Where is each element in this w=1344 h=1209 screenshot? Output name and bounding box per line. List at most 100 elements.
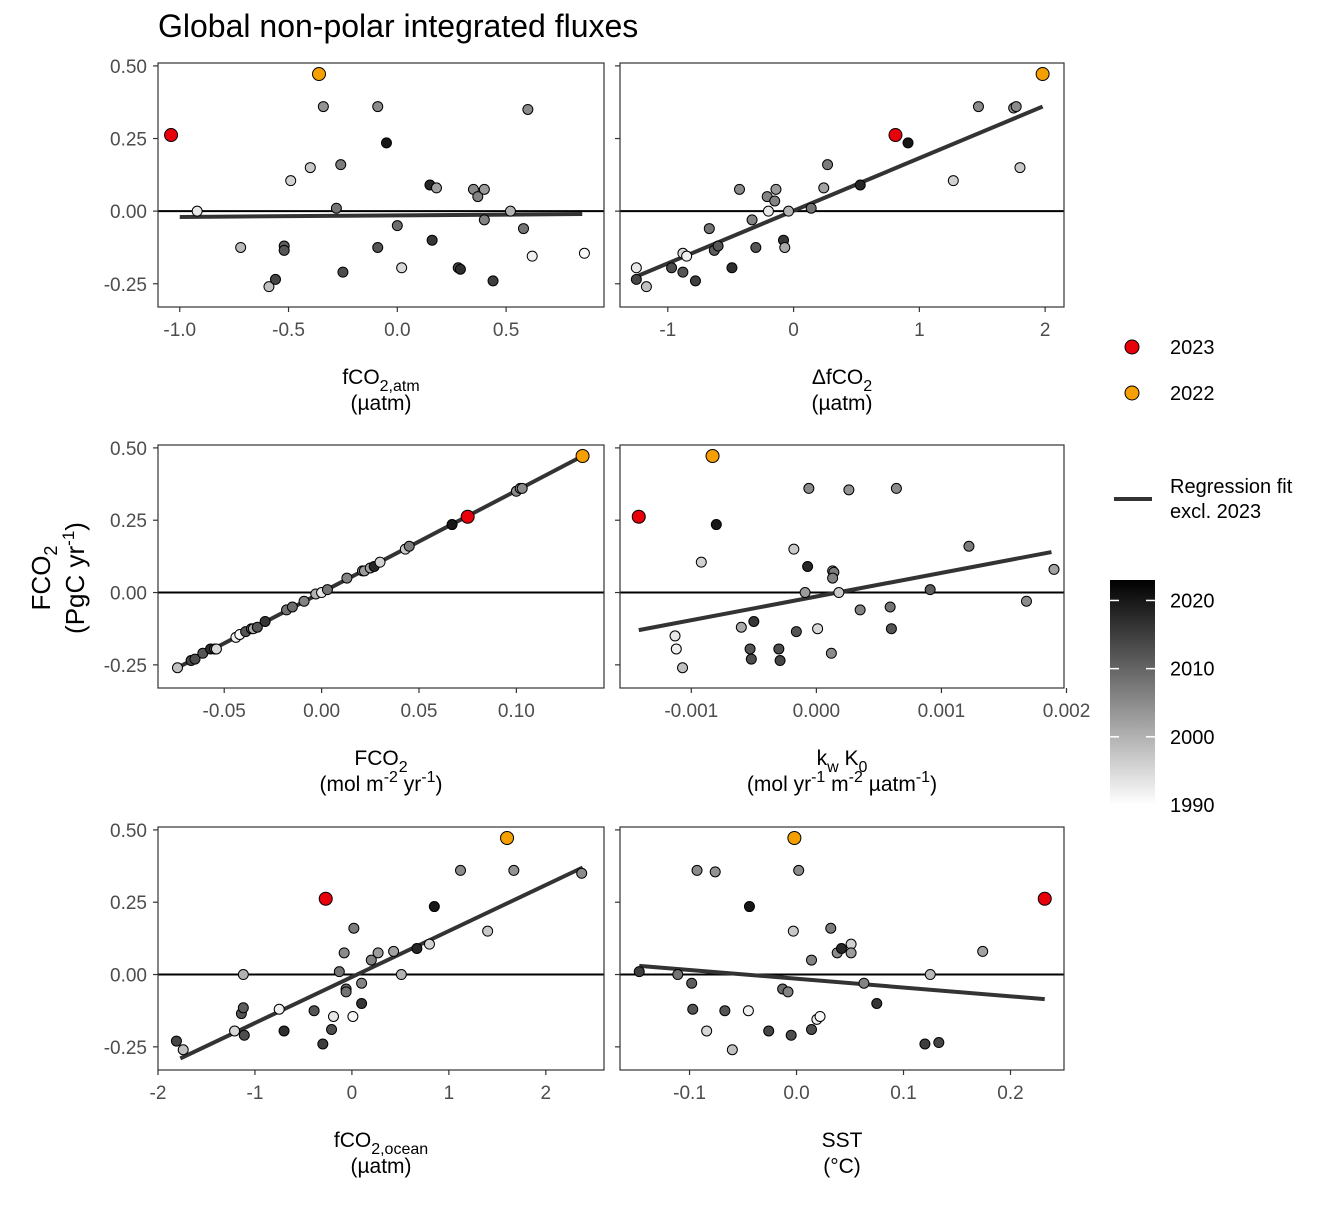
x-axis-title-segment: (mol m: [320, 773, 384, 796]
data-point: [341, 572, 353, 584]
data-point: [446, 519, 458, 531]
x-axis-title-segment: ): [930, 773, 937, 796]
regression-line: [638, 550, 1052, 633]
x-tick-label: 0.0: [783, 1083, 809, 1104]
y-tick-label: 0.50: [110, 439, 147, 460]
panel-border: [619, 826, 1065, 1071]
x-axis-title-segment: w: [826, 759, 839, 776]
data-point: [171, 662, 183, 674]
data-point: [885, 623, 897, 635]
data-point: [902, 137, 914, 149]
data-point: [972, 101, 984, 113]
data-point: [337, 266, 349, 278]
x-axis-title-segment: (µatm): [350, 392, 411, 415]
x-axis-title-segment: 2,ocean: [371, 1141, 428, 1158]
chart-title: Global non-polar integrated fluxes: [158, 8, 639, 44]
data-point: [919, 1038, 931, 1050]
data-point: [709, 866, 721, 878]
data-point: [326, 1024, 338, 1035]
y-axis-title-line1-sub: 2: [41, 546, 61, 556]
data-point: [785, 1029, 797, 1041]
x-axis-title-line: (°C): [823, 1155, 861, 1178]
data-point: [237, 969, 249, 981]
data-point: [365, 954, 377, 966]
data-point: [430, 182, 442, 194]
panel-SST: -0.1 0.0 0.1 0.2 SST (°C): [615, 826, 1065, 1178]
data-point: [719, 1005, 731, 1017]
data-point: [788, 543, 800, 555]
data-point: [773, 643, 785, 655]
svg-text:FCO2: FCO2: [26, 546, 61, 611]
data-point: [806, 954, 818, 966]
data-point: [822, 159, 834, 171]
data-point-2022: [500, 830, 515, 845]
data-point: [338, 947, 350, 959]
x-axis-title-segment: 2,atm: [380, 378, 420, 395]
y-tick-label: 0.50: [110, 57, 147, 78]
data-point: [259, 615, 271, 627]
data-point: [263, 281, 275, 293]
data-point-2022: [575, 448, 590, 463]
x-axis-title-line: SST: [822, 1129, 863, 1152]
panel-background: [620, 445, 1064, 688]
colorbar-label: 2010: [1170, 659, 1215, 681]
x-axis-title-segment: (µatm): [811, 392, 872, 415]
y-tick-label: 0.00: [110, 202, 147, 223]
data-point: [333, 966, 345, 978]
data-point: [746, 214, 758, 226]
x-axis-title-segment: µatm: [863, 773, 916, 796]
data-point: [814, 1010, 826, 1022]
data-point: [924, 969, 936, 981]
x-axis-title-segment: ΔfCO: [812, 366, 863, 389]
x-tick-label: -0.05: [203, 701, 246, 722]
data-point-2023: [164, 128, 179, 143]
x-tick-label: -0.5: [272, 320, 305, 341]
y-tick-label: -0.25: [104, 275, 147, 296]
data-point: [827, 572, 839, 584]
data-point: [763, 1025, 775, 1037]
data-point: [977, 945, 989, 957]
data-point: [871, 997, 883, 1009]
data-point: [522, 103, 534, 115]
data-point: [774, 655, 786, 667]
data-point: [825, 647, 837, 659]
data-point: [238, 1029, 250, 1041]
data-point: [340, 986, 352, 998]
legend-regression-label-2: excl. 2023: [1170, 501, 1261, 523]
data-point: [235, 241, 247, 253]
panel-border: [619, 62, 1065, 308]
data-point: [428, 901, 440, 913]
data-point: [286, 601, 298, 613]
y-tick-label: 0.00: [110, 966, 147, 987]
data-point: [748, 615, 760, 627]
data-point: [273, 1003, 285, 1015]
data-point: [703, 223, 715, 235]
data-point: [330, 202, 342, 214]
data-point: [411, 943, 423, 954]
data-point: [298, 595, 310, 607]
data-point: [170, 1035, 182, 1047]
panel-background: [158, 63, 604, 307]
data-point: [677, 266, 689, 278]
x-tick-label: 0.10: [498, 701, 535, 722]
data-point: [327, 1010, 339, 1022]
y-axis-title: FCO2 (PgC yr-1): [26, 522, 90, 634]
data-point-2022: [787, 830, 802, 845]
x-axis-title-segment: (µatm): [350, 1155, 411, 1178]
data-point: [825, 922, 837, 934]
x-axis-title-segment: (mol yr: [747, 773, 811, 796]
data-point: [308, 1005, 320, 1017]
data-point: [391, 220, 403, 232]
x-axis-title-segment: 2: [863, 378, 872, 395]
data-point: [403, 540, 415, 552]
data-point: [189, 653, 201, 665]
x-axis-title-line: (µatm): [350, 1155, 411, 1178]
data-point: [478, 214, 490, 226]
data-point-2023: [1037, 891, 1052, 906]
data-point: [750, 241, 762, 253]
legend: 2023 2022 Regression fit excl. 2023 2020…: [1110, 337, 1293, 817]
x-tick-label: -1.0: [163, 320, 196, 341]
x-axis-title-segment: k: [817, 747, 828, 770]
data-point: [1020, 595, 1032, 607]
data-point: [701, 1025, 713, 1037]
